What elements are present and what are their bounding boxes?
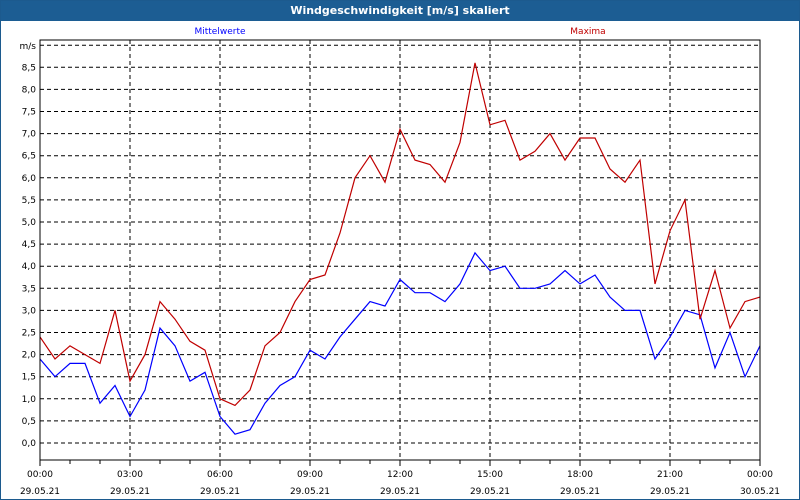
legend-maxima: Maxima xyxy=(570,27,605,37)
y-tick-label: 6,5 xyxy=(22,152,36,162)
x-tick-date: 29.05.21 xyxy=(20,487,60,497)
x-tick-time: 12:00 xyxy=(387,470,413,480)
x-tick-date: 29.05.21 xyxy=(290,487,330,497)
y-tick-label: 2,5 xyxy=(22,329,36,339)
x-tick-date: 29.05.21 xyxy=(110,487,150,497)
legend-mittelwerte: Mittelwerte xyxy=(194,27,245,37)
x-tick-date: 29.05.21 xyxy=(560,487,600,497)
y-tick-label: 3,5 xyxy=(22,284,36,294)
x-tick-date: 30.05.21 xyxy=(740,487,780,497)
x-tick-time: 18:00 xyxy=(567,470,593,480)
x-tick-date: 29.05.21 xyxy=(200,487,240,497)
x-tick-date: 29.05.21 xyxy=(470,487,510,497)
x-tick-time: 00:00 xyxy=(747,470,773,480)
y-tick-label: 5,5 xyxy=(22,196,36,206)
y-tick-label: 0,0 xyxy=(22,439,37,449)
window-title: Windgeschwindigkeit [m/s] skaliert xyxy=(1,1,799,21)
series-line-mittelwerte xyxy=(39,251,761,435)
y-tick-label: 6,0 xyxy=(22,174,37,184)
x-tick-time: 15:00 xyxy=(477,470,503,480)
x-tick-time: 00:00 xyxy=(27,470,53,480)
y-tick-label: 1,5 xyxy=(22,373,36,383)
x-tick-date: 29.05.21 xyxy=(380,487,420,497)
y-tick-label: 8,5 xyxy=(22,63,36,73)
y-tick-label: 7,0 xyxy=(22,130,37,140)
y-tick-label: 3,0 xyxy=(22,306,37,316)
y-tick-label: 8,0 xyxy=(22,85,37,95)
y-axis-unit: m/s xyxy=(20,42,37,52)
x-tick-time: 03:00 xyxy=(117,470,143,480)
x-tick-time: 21:00 xyxy=(657,470,683,480)
y-tick-label: 4,5 xyxy=(22,240,36,250)
y-tick-label: 0,5 xyxy=(22,417,36,427)
x-tick-time: 06:00 xyxy=(207,470,233,480)
series-line-maxima xyxy=(39,62,761,407)
x-tick-date: 29.05.21 xyxy=(650,487,690,497)
y-tick-label: 2,0 xyxy=(22,351,37,361)
y-tick-label: 4,0 xyxy=(22,262,37,272)
y-tick-label: 1,0 xyxy=(22,395,37,405)
y-tick-label: 5,0 xyxy=(22,218,37,228)
y-tick-label: 7,5 xyxy=(22,108,36,118)
x-tick-time: 09:00 xyxy=(297,470,323,480)
